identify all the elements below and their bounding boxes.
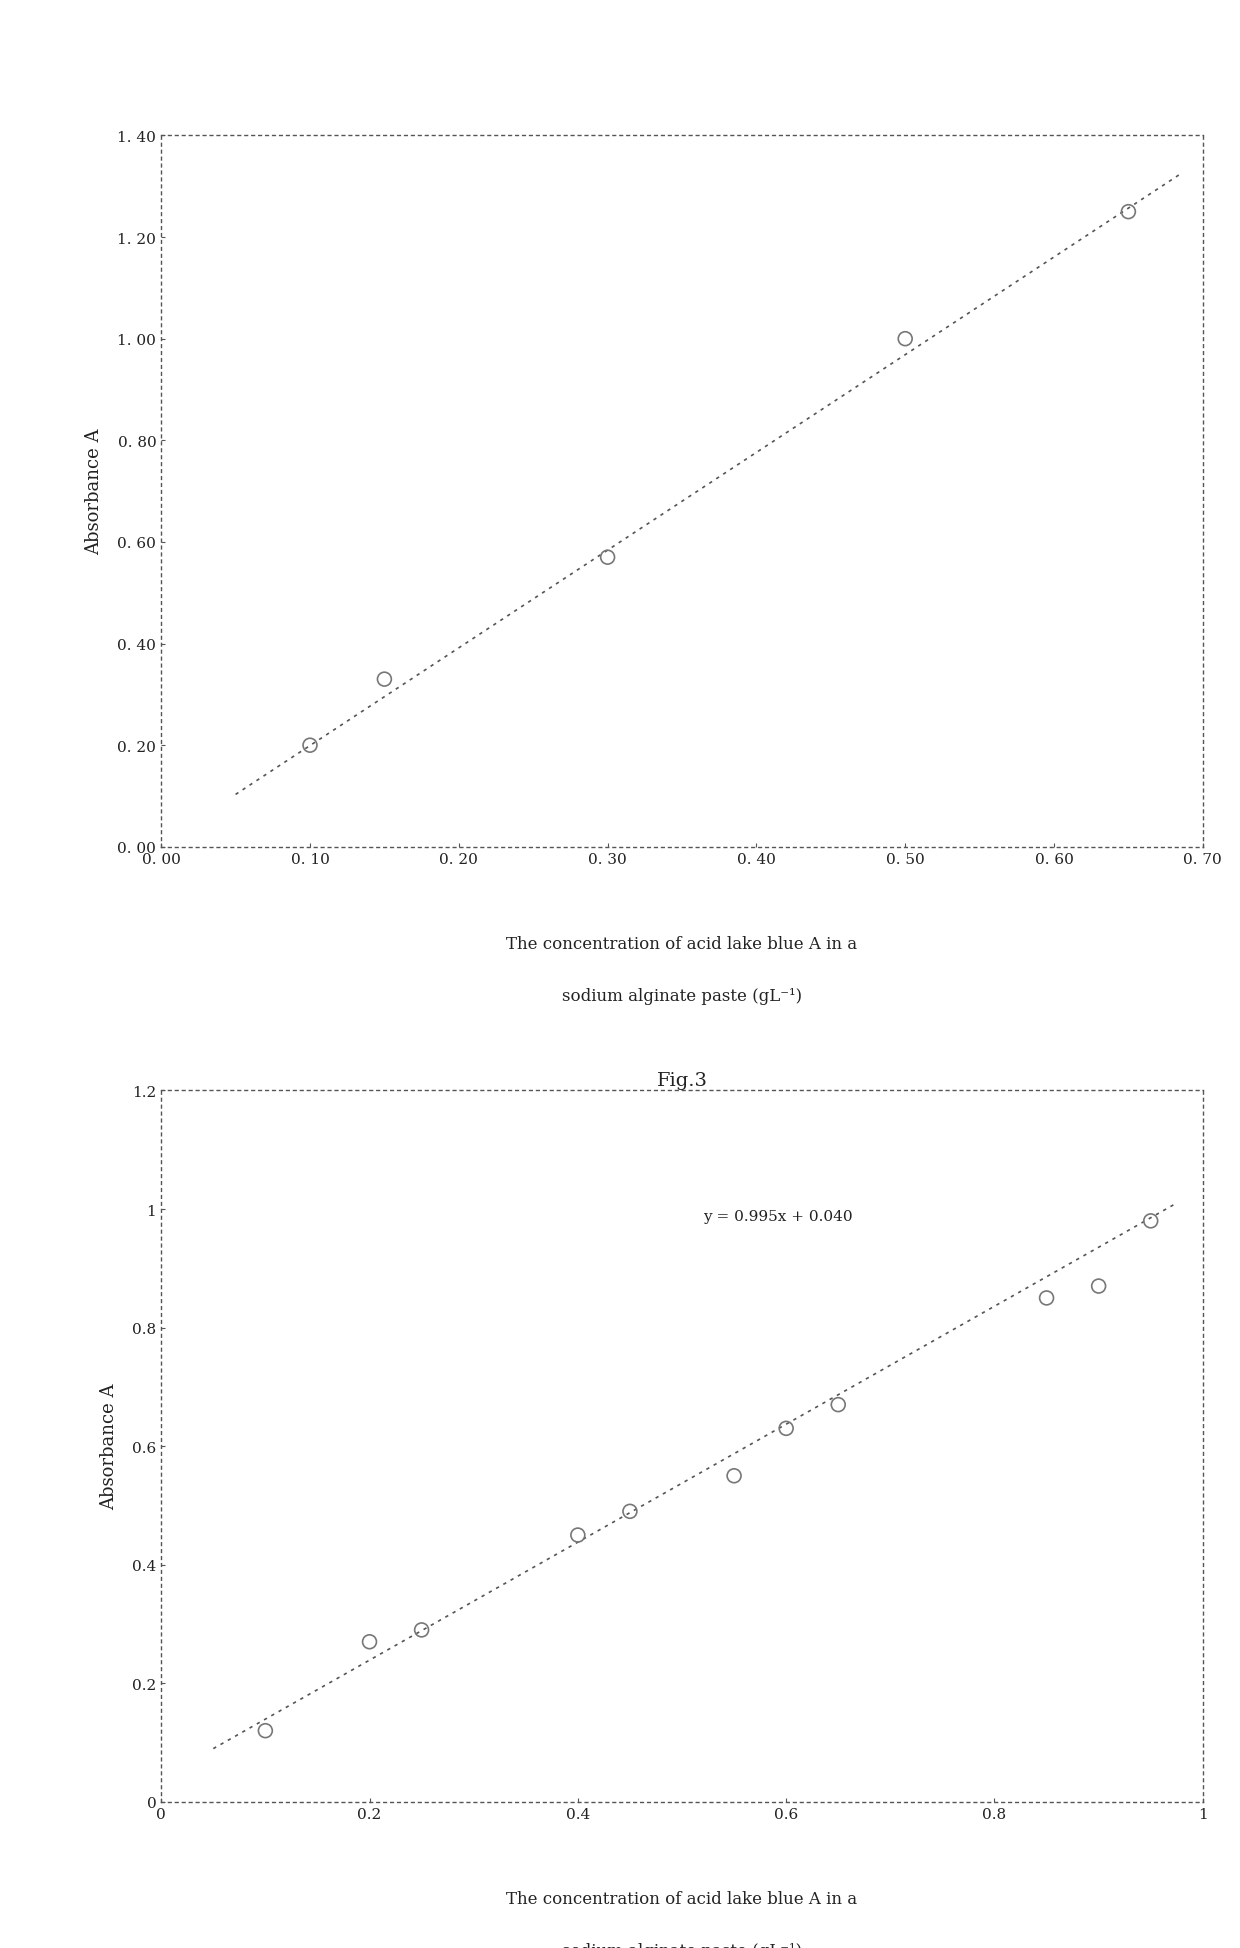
Point — [1118, 197, 1138, 228]
Point — [776, 1412, 796, 1443]
Text: The concentration of acid lake blue A in a: The concentration of acid lake blue A in… — [506, 935, 858, 953]
Point — [1089, 1270, 1109, 1301]
Y-axis label: Absorbance A: Absorbance A — [100, 1383, 118, 1510]
Point — [360, 1627, 379, 1658]
Text: y = 0.995x + 0.040: y = 0.995x + 0.040 — [703, 1210, 852, 1223]
Text: Fig.3: Fig.3 — [656, 1071, 708, 1089]
Point — [568, 1519, 588, 1551]
Point — [724, 1461, 744, 1492]
Point — [1141, 1206, 1161, 1237]
Point — [255, 1716, 275, 1745]
Point — [412, 1615, 432, 1646]
Point — [895, 323, 915, 355]
Text: The concentration of acid lake blue A in a: The concentration of acid lake blue A in… — [506, 1890, 858, 1907]
Point — [598, 542, 618, 573]
Point — [374, 664, 394, 695]
Point — [620, 1496, 640, 1527]
Text: sodium alginate paste (gL⁻¹): sodium alginate paste (gL⁻¹) — [562, 1942, 802, 1948]
Point — [828, 1389, 848, 1420]
Text: sodium alginate paste (gL⁻¹): sodium alginate paste (gL⁻¹) — [562, 988, 802, 1005]
Point — [300, 730, 320, 762]
Y-axis label: Absorbance A: Absorbance A — [86, 429, 104, 555]
Point — [1037, 1282, 1056, 1313]
